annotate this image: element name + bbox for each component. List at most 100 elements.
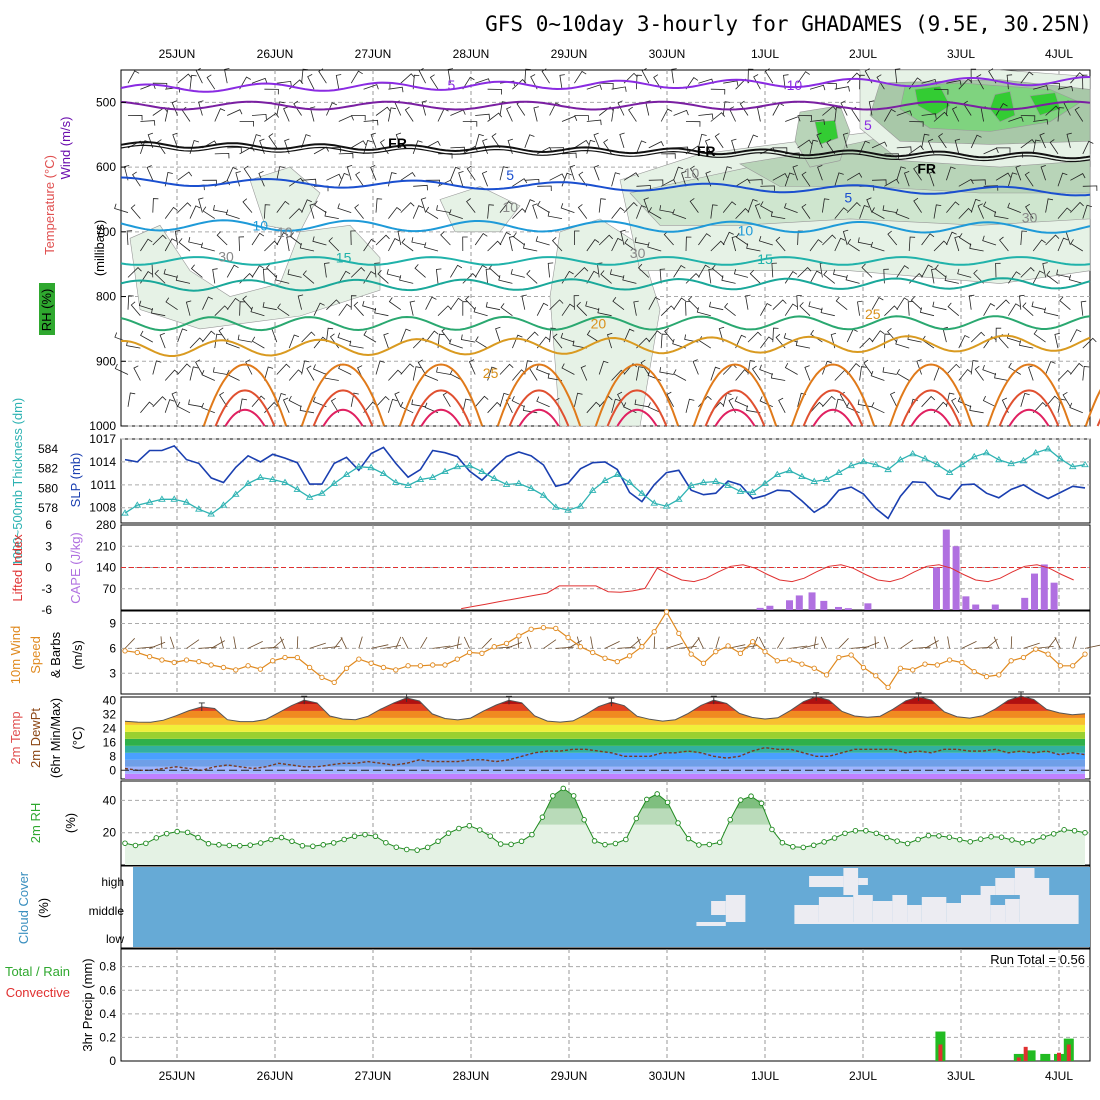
- wind-barb: [617, 100, 625, 116]
- wind-barb: [462, 236, 468, 252]
- wind-barb: [547, 262, 554, 278]
- wind-barb: [1057, 207, 1072, 219]
- slp-tick-label: 1014: [89, 455, 116, 469]
- wind10m-tick-label: 9: [109, 616, 116, 630]
- wind-barb: [876, 74, 885, 90]
- wind-barb: [152, 396, 167, 408]
- contour-label: FR: [697, 143, 716, 159]
- wind10m-marker: [811, 665, 817, 671]
- wind-barb: [388, 86, 404, 93]
- surface-temp-contour: [398, 363, 484, 427]
- rh-marker: [487, 833, 493, 839]
- wind-barb: [817, 165, 823, 181]
- wind-barb: [574, 115, 589, 121]
- wind-barb: [982, 235, 997, 246]
- rh-marker: [226, 842, 233, 849]
- wind-barb: [437, 305, 452, 316]
- rh-marker: [654, 791, 660, 797]
- wind10m-barb: [543, 639, 557, 649]
- wind-barb: [722, 101, 731, 116]
- wind-barb: [126, 340, 141, 349]
- wind-barb: [609, 269, 625, 278]
- contour-label: 10: [787, 77, 803, 93]
- wind-barb: [388, 297, 402, 311]
- wind-barb: [330, 397, 340, 414]
- wind-barb: [718, 326, 725, 343]
- wind-barb: [933, 401, 948, 414]
- wind10m-marker: [922, 661, 928, 667]
- wind-barb: [1020, 230, 1027, 246]
- wind-barb: [174, 230, 181, 246]
- wind10m-barb: [1010, 636, 1013, 649]
- wind-barb: [859, 74, 865, 90]
- wind-barb: [760, 185, 775, 191]
- wind-barb: [437, 333, 445, 349]
- wind-barb: [130, 204, 141, 219]
- wind-barb: [973, 269, 984, 284]
- wind-barb: [735, 334, 747, 349]
- wind10m-marker: [799, 661, 805, 667]
- wind-barb: [820, 307, 835, 317]
- wind-barb: [895, 208, 910, 219]
- cloud-level-label: low: [106, 932, 124, 946]
- wind10m-barb: [371, 644, 389, 649]
- wind-barb: [995, 299, 1010, 310]
- wind-barb: [974, 365, 984, 381]
- wind10m-marker: [971, 668, 977, 675]
- wind-barb: [735, 369, 749, 381]
- thickness-marker: [576, 502, 585, 509]
- rh-marker: [299, 843, 306, 849]
- wind-barb: [871, 179, 887, 185]
- wind-barb: [574, 139, 590, 149]
- thickness-marker: [638, 489, 646, 496]
- wind-barb: [498, 275, 513, 284]
- date-tick-label: 3JUL: [947, 47, 975, 61]
- wind-barb: [1045, 395, 1059, 408]
- wind-barb: [335, 74, 342, 90]
- rh-marker: [508, 841, 514, 848]
- surface-temp-contour: [888, 363, 974, 427]
- wind10m-marker: [503, 640, 510, 647]
- surface-temp-contour: [812, 408, 854, 427]
- wind-barb: [673, 369, 687, 381]
- wind-barb: [685, 145, 701, 155]
- wind-barb: [842, 132, 849, 149]
- wind-barb: [177, 401, 191, 414]
- rh-marker: [320, 842, 327, 848]
- thickness-marker: [945, 468, 954, 476]
- wind10m-marker: [946, 657, 953, 663]
- wind-barb: [350, 140, 367, 149]
- surface-temp-contour: [998, 389, 1060, 427]
- wind-barb: [753, 74, 761, 90]
- ylabel-cape: CAPE (J/kg): [68, 532, 83, 604]
- wind10m-marker: [737, 650, 744, 656]
- wind-barb: [698, 233, 711, 246]
- wind-barb: [508, 235, 515, 252]
- wind-barb: [404, 106, 414, 122]
- wind-barb: [1057, 85, 1074, 92]
- wind-barb: [309, 203, 315, 219]
- precip-panel: 0 0.2 0.4 0.6 0.8 Run Total = 0.56 Total / R…: [5, 948, 1091, 1068]
- wind10m-barb: [838, 638, 849, 649]
- wind-barb: [499, 231, 511, 246]
- rh-marker: [643, 796, 650, 803]
- wind-barb: [468, 359, 476, 375]
- wind-barb: [1082, 366, 1090, 381]
- wind-barb: [685, 301, 691, 316]
- rh-marker: [278, 834, 285, 841]
- rh-marker: [800, 844, 807, 851]
- thickness-marker: [465, 461, 474, 469]
- wind-barb: [447, 68, 454, 84]
- wind-barb: [301, 134, 311, 149]
- ylabel-minmax: (6hr Min/Max): [48, 698, 63, 778]
- wind-barb: [623, 202, 638, 213]
- wind10m-barb: [947, 636, 950, 649]
- wind-barb: [171, 100, 178, 116]
- thickness-marker: [896, 455, 905, 463]
- wind-barb: [834, 237, 846, 252]
- wind-barb: [151, 308, 166, 317]
- wind10m-marker: [860, 664, 867, 671]
- wind-barb: [198, 100, 204, 116]
- cloud-block: [946, 903, 961, 922]
- rh-marker: [174, 828, 180, 835]
